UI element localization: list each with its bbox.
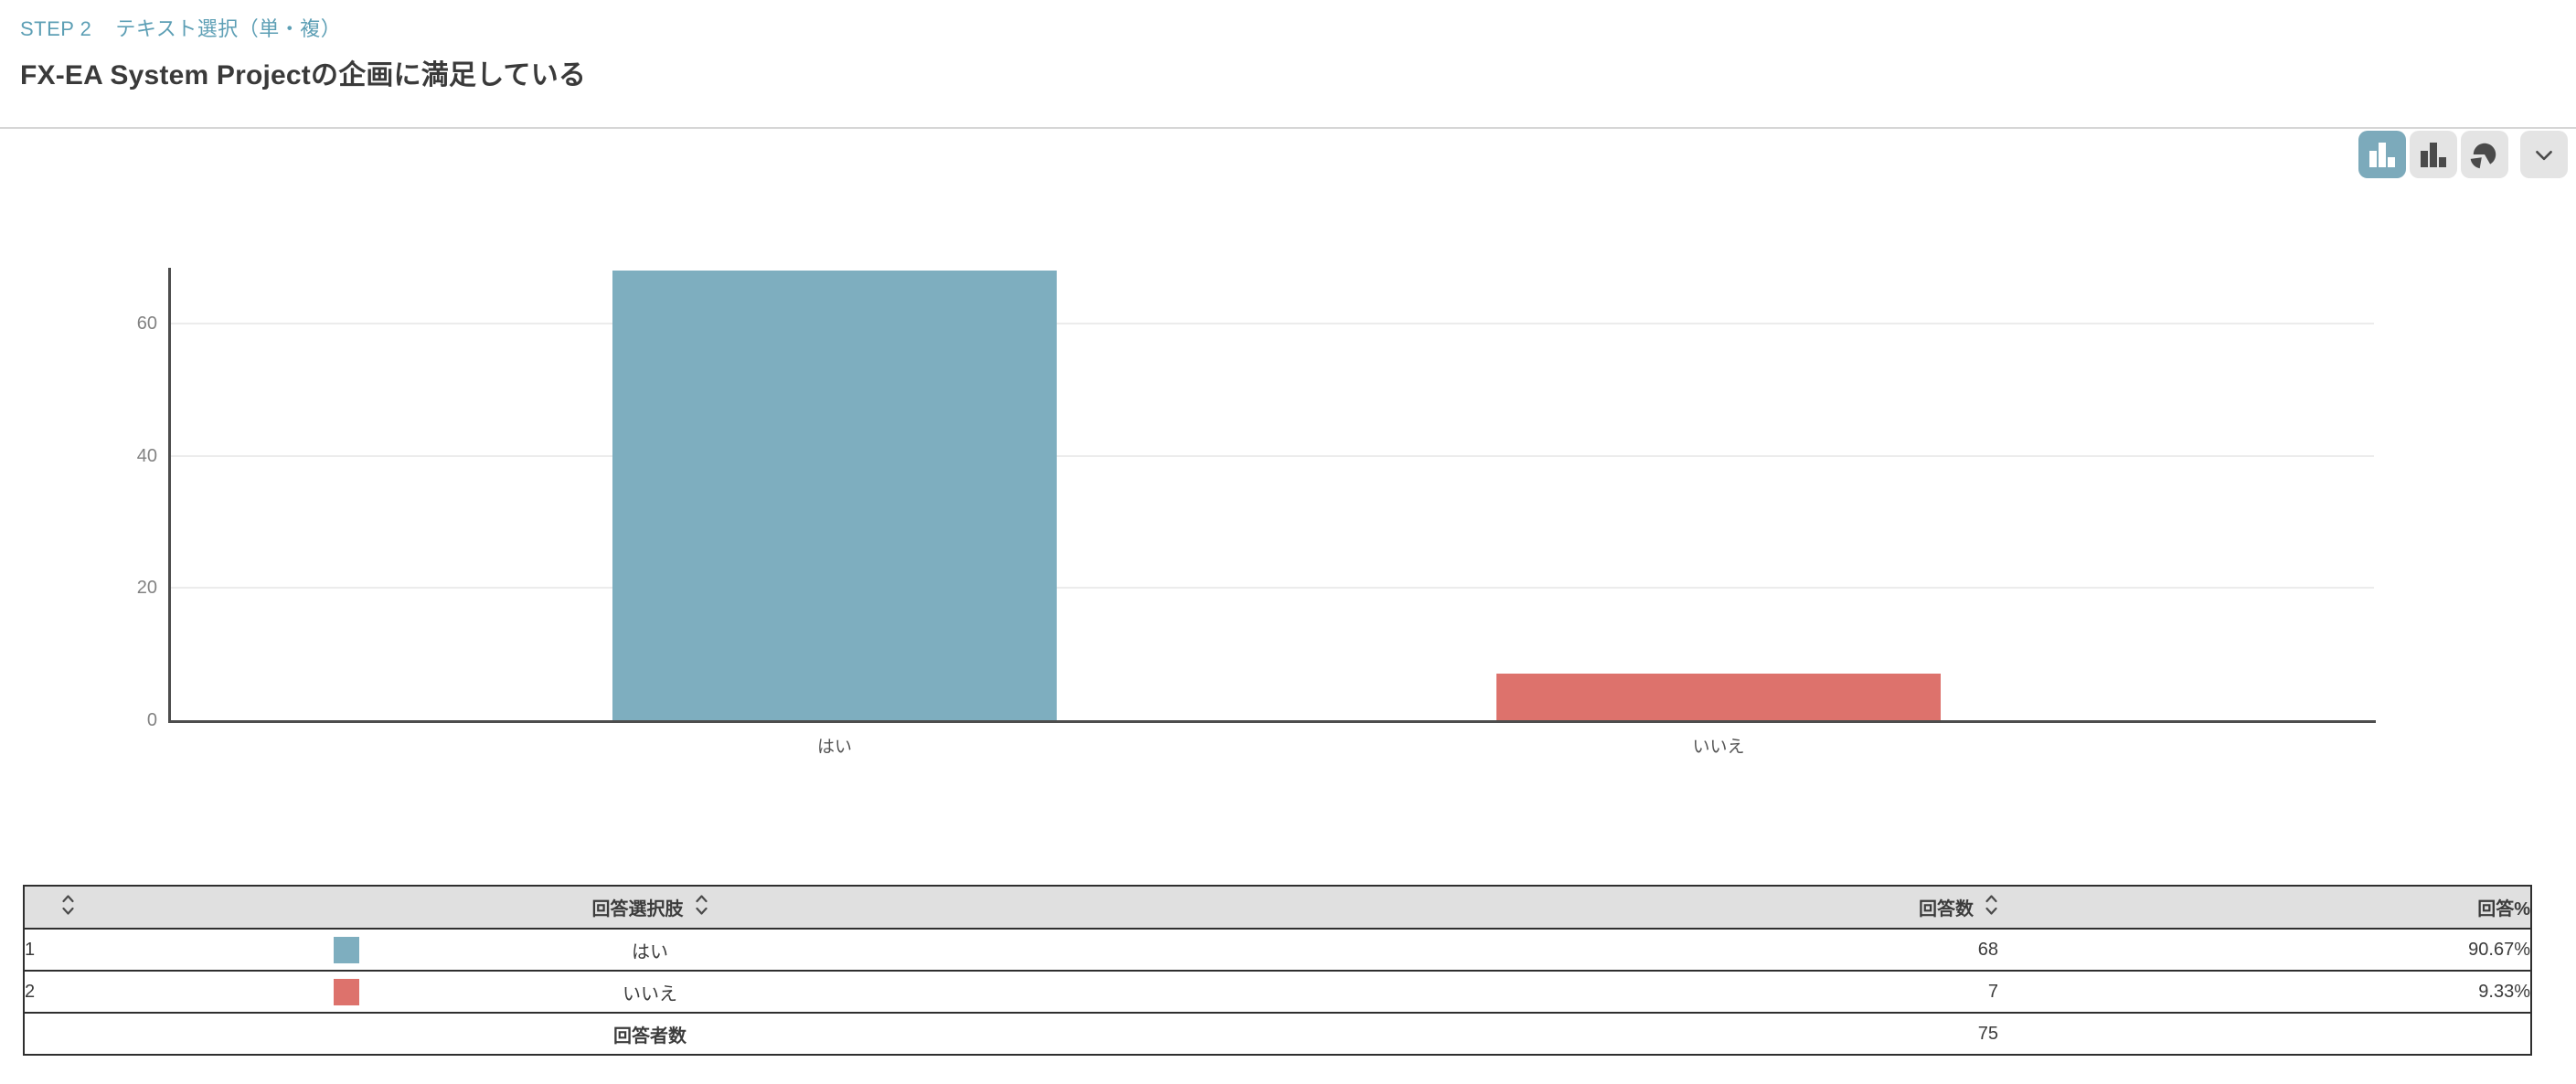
chart-bar [612,270,1057,720]
pie-chart-icon [2469,139,2500,170]
table-row: 1 はい 68 90.67% [24,929,2531,971]
count-column-label: 回答数 [1919,899,1974,919]
count-column-header[interactable]: 回答数 [741,886,1998,929]
choice-column-header[interactable]: 回答選択肢 [559,886,741,929]
chevron-down-icon [2532,143,2556,166]
index-column-header[interactable] [24,886,133,929]
swatch-column-header [133,886,559,929]
y-axis-tick-label: 0 [146,710,157,730]
x-axis-label: いいえ [1692,738,1745,757]
row-percent-cell: 90.67% [1998,929,2531,971]
row-index-cell: 2 [24,971,133,1013]
respondent-count-value: 75 [741,1013,1998,1055]
question-header: STEP 2 テキスト選択（単・複） FX-EA System Projectの… [20,13,586,92]
collapse-button[interactable] [2520,131,2568,178]
bar-chart-icon [2366,139,2399,170]
choice-color-swatch [333,978,359,1005]
chart-type-toolbar [2358,131,2568,178]
y-axis-tick-label: 40 [136,445,157,466]
row-swatch-cell [133,929,559,971]
pie-chart-button[interactable] [2461,131,2508,178]
row-count-cell: 7 [741,971,1998,1013]
step-label: STEP 2 [20,17,92,40]
results-table: 回答選択肢 回答数 [23,885,2532,1056]
percent-column-header: 回答% [1998,886,2531,929]
table-row: 2 いいえ 7 9.33% [24,971,2531,1013]
bar-chart-button[interactable] [2358,131,2406,178]
gridline [169,322,2374,324]
table-footer-row: 回答者数 75 [24,1013,2531,1055]
row-choice-cell: はい [559,929,741,971]
row-swatch-cell [133,971,559,1013]
page-title: FX-EA System Projectの企画に満足している [20,60,587,90]
question-type-label: テキスト選択（単・複） [115,17,342,40]
row-index-cell: 1 [24,929,133,971]
sort-icon[interactable] [61,893,75,922]
bar-chart-alt-button[interactable] [2410,131,2457,178]
header-divider [0,127,2576,129]
y-axis-tick-label: 20 [136,578,157,599]
table-body: 1 はい 68 90.67% 2 いいえ 7 9.33% [24,929,2531,1013]
bar-chart-icon [2417,139,2450,170]
row-count-cell: 68 [741,929,1998,971]
row-choice-cell: いいえ [559,971,741,1013]
sort-icon[interactable] [695,893,708,922]
respondent-count-label: 回答者数 [559,1013,741,1055]
choice-color-swatch [333,936,359,963]
y-axis-tick-label: 60 [136,313,157,334]
row-percent-cell: 9.33% [1998,971,2531,1013]
choice-column-label: 回答選択肢 [591,899,684,919]
x-axis-label: はい [816,738,852,757]
x-axis [168,720,2376,723]
chart-bar [1496,674,1941,720]
footer-empty-cell [133,1013,559,1055]
gridline [169,454,2374,457]
sort-icon[interactable] [1985,893,1998,922]
table-header-row: 回答選択肢 回答数 [24,886,2531,929]
gridline [169,587,2374,590]
step-line: STEP 2 テキスト選択（単・複） [20,13,586,42]
percent-column-label: 回答% [2477,899,2530,919]
y-axis [168,268,171,722]
footer-empty-cell [24,1013,133,1055]
footer-percent-cell [1998,1013,2531,1055]
